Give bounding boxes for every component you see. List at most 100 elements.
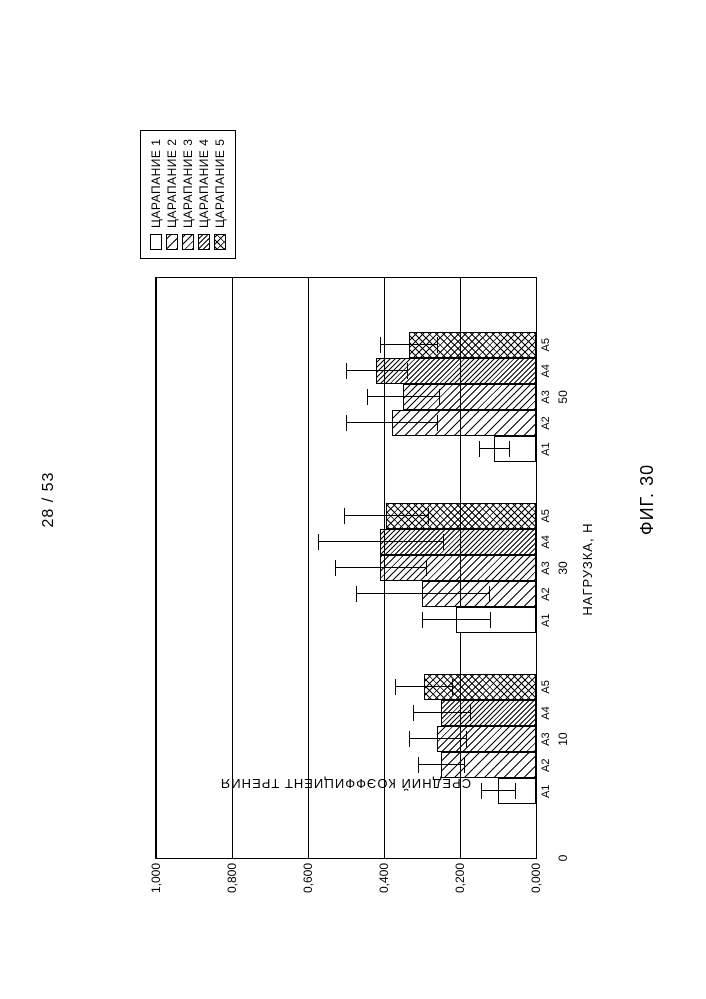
x-tick-category: A1 <box>536 785 552 798</box>
legend-item: ЦАРАПАНИЕ 4 <box>197 139 211 250</box>
legend-item: ЦАРАПАНИЕ 5 <box>213 139 227 250</box>
error-cap <box>470 705 471 721</box>
legend-item: ЦАРАПАНИЕ 2 <box>165 139 179 250</box>
legend-swatch <box>198 234 210 250</box>
error-bar <box>413 712 470 713</box>
error-cap <box>481 783 482 799</box>
error-cap <box>466 731 467 747</box>
bar <box>380 555 536 581</box>
x-tick-group: 30 <box>536 561 570 574</box>
y-tick-label: 0,600 <box>301 857 315 923</box>
legend-label: ЦАРАПАНИЕ 1 <box>149 139 163 228</box>
bar <box>386 503 536 529</box>
error-cap <box>439 389 440 405</box>
legend-swatch <box>182 234 194 250</box>
bar <box>437 726 536 752</box>
y-tick-label: 0,400 <box>377 857 391 923</box>
x-tick-category: A4 <box>536 364 552 377</box>
error-cap <box>452 679 453 695</box>
error-cap <box>428 508 429 524</box>
error-cap <box>413 705 414 721</box>
legend-swatch <box>166 234 178 250</box>
error-bar <box>356 593 489 594</box>
bar <box>409 332 536 358</box>
bar <box>424 674 536 700</box>
error-bar <box>409 738 466 739</box>
error-cap <box>380 337 381 353</box>
legend-swatch <box>214 234 226 250</box>
page-number: 28 / 53 <box>40 0 58 999</box>
error-cap <box>437 415 438 431</box>
error-cap <box>426 560 427 576</box>
x-tick-category: A1 <box>536 442 552 455</box>
error-cap <box>443 534 444 550</box>
error-bar <box>481 790 515 791</box>
x-tick-origin: 0 <box>536 855 570 862</box>
legend-item: ЦАРАПАНИЕ 1 <box>149 139 163 250</box>
y-tick-label: 1,000 <box>149 857 163 923</box>
bar <box>422 581 536 607</box>
legend: ЦАРАПАНИЕ 1ЦАРАПАНИЕ 2ЦАРАПАНИЕ 3ЦАРАПАН… <box>140 130 236 259</box>
legend-label: ЦАРАПАНИЕ 3 <box>181 139 195 228</box>
error-cap <box>356 586 357 602</box>
x-tick-category: A5 <box>536 338 552 351</box>
error-cap <box>395 679 396 695</box>
legend-swatch <box>150 234 162 250</box>
x-tick-group: 50 <box>536 390 570 403</box>
error-cap <box>437 337 438 353</box>
legend-item: ЦАРАПАНИЕ 3 <box>181 139 195 250</box>
error-bar <box>367 396 439 397</box>
x-tick-category: A2 <box>536 416 552 429</box>
x-tick-category: A2 <box>536 587 552 600</box>
x-tick-category: A5 <box>536 680 552 693</box>
error-cap <box>422 612 423 628</box>
bar <box>380 529 536 555</box>
error-cap <box>409 731 410 747</box>
legend-label: ЦАРАПАНИЕ 2 <box>165 139 179 228</box>
y-tick-label: 0,000 <box>529 857 543 923</box>
error-cap <box>344 508 345 524</box>
error-bar <box>335 567 426 568</box>
bar <box>441 700 536 726</box>
error-cap <box>509 441 510 457</box>
friction-bar-chart: 0,0000,2000,4000,6000,8001,000A1A2A3A4A5… <box>155 277 537 859</box>
x-tick-category: A4 <box>536 706 552 719</box>
bar <box>403 384 536 410</box>
x-tick-category: A5 <box>536 509 552 522</box>
error-cap <box>479 441 480 457</box>
bar <box>498 778 536 804</box>
y-tick-label: 0,800 <box>225 857 239 923</box>
bar <box>392 410 536 436</box>
error-bar <box>380 344 437 345</box>
x-tick-category: A4 <box>536 535 552 548</box>
error-cap <box>346 415 347 431</box>
error-bar <box>479 448 509 449</box>
error-cap <box>418 757 419 773</box>
y-tick-label: 0,200 <box>453 857 467 923</box>
x-axis-label: НАГРУЗКА, Н <box>580 279 595 859</box>
error-cap <box>346 363 347 379</box>
error-cap <box>464 757 465 773</box>
error-cap <box>515 783 516 799</box>
x-tick-category: A2 <box>536 758 552 771</box>
x-tick-group: 10 <box>536 732 570 745</box>
bar <box>494 436 536 462</box>
error-cap <box>407 363 408 379</box>
legend-label: ЦАРАПАНИЕ 4 <box>197 139 211 228</box>
error-bar <box>395 686 452 687</box>
error-bar <box>422 619 490 620</box>
gridline <box>232 278 233 858</box>
error-bar <box>346 422 437 423</box>
error-bar <box>344 515 428 516</box>
x-tick-category: A1 <box>536 613 552 626</box>
legend-label: ЦАРАПАНИЕ 5 <box>213 139 227 228</box>
error-bar <box>318 541 443 542</box>
error-cap <box>335 560 336 576</box>
bar <box>376 358 536 384</box>
gridline <box>156 278 157 858</box>
bar <box>456 607 536 633</box>
error-cap <box>318 534 319 550</box>
figure-label: ФИГ. 30 <box>637 0 658 999</box>
bar <box>441 752 536 778</box>
error-cap <box>490 612 491 628</box>
